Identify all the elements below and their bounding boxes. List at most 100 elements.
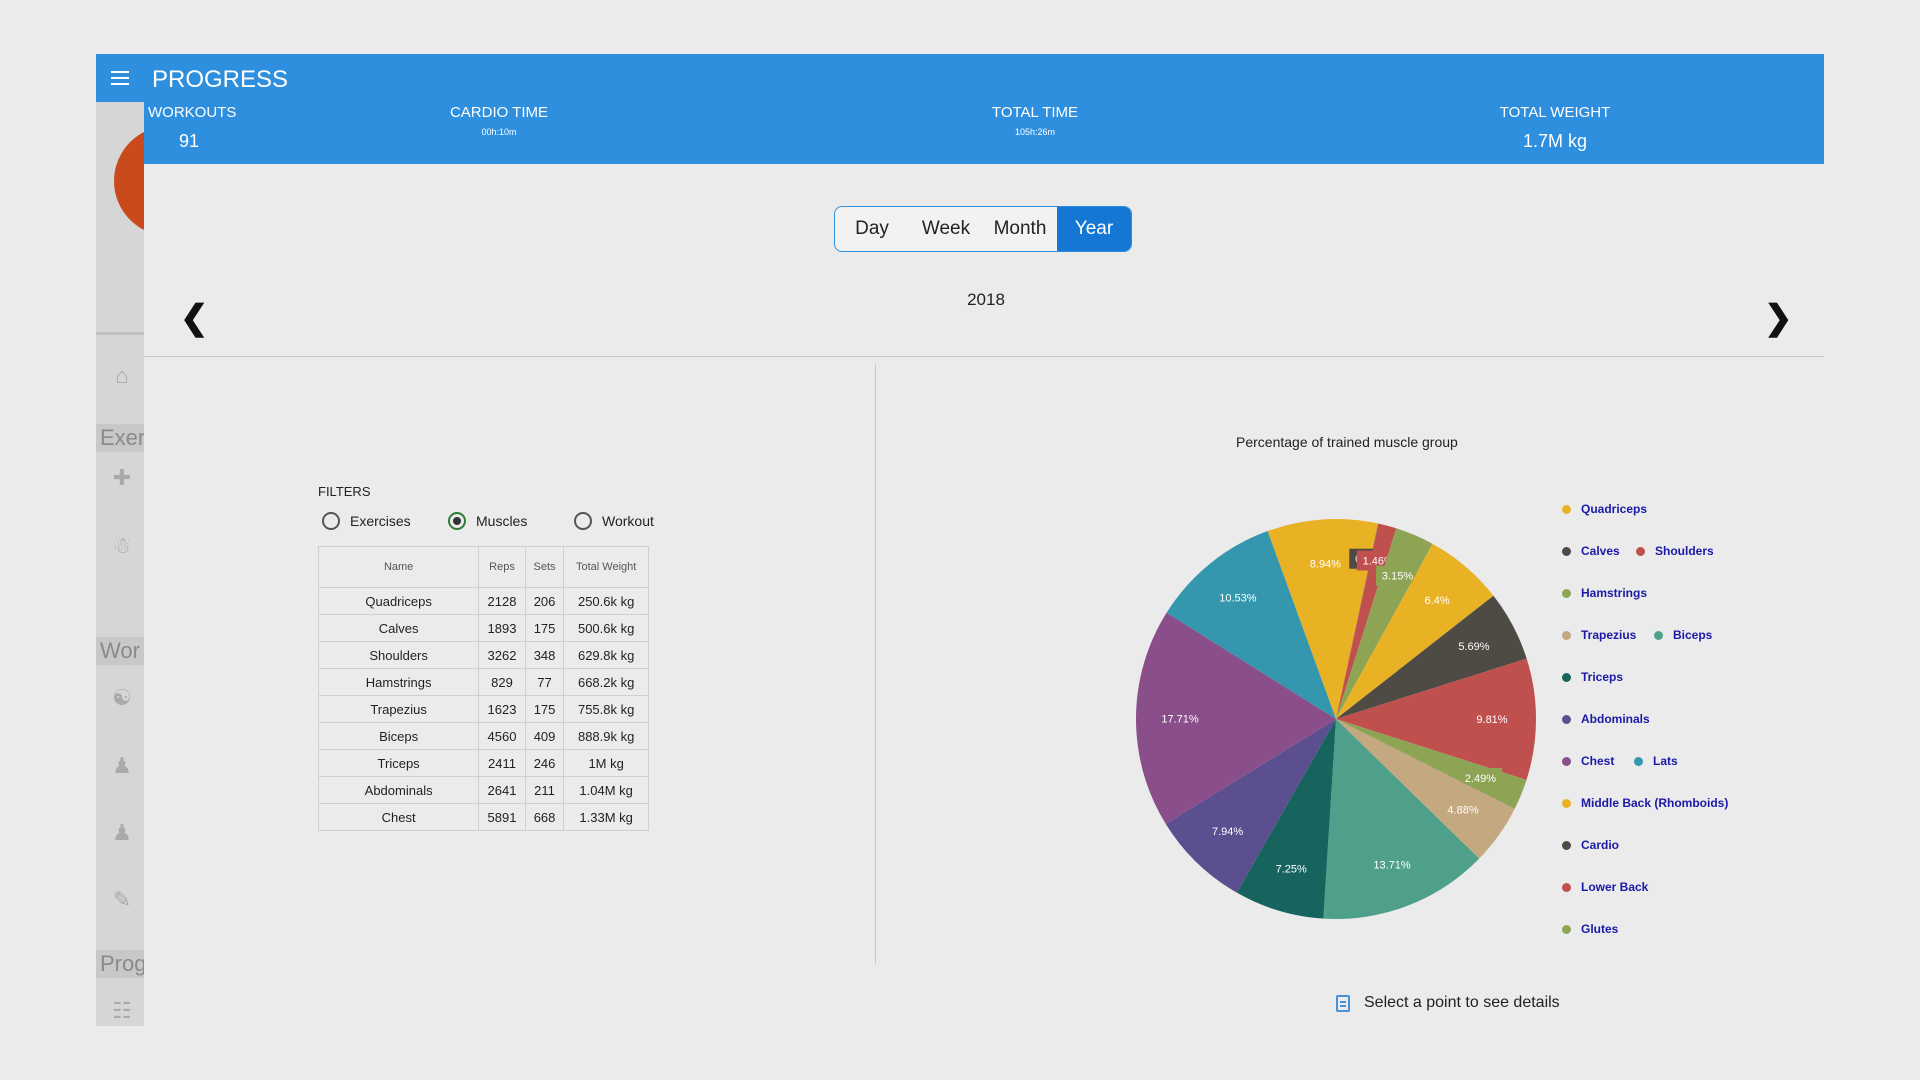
legend-item[interactable]: Glutes [1562,922,1618,936]
legend-dot [1562,630,1571,640]
previous-period-button[interactable]: ❮ [180,298,209,338]
cell-sets: 668 [524,803,565,831]
slice-label-box [1376,565,1420,586]
slice-label-box [1470,709,1514,730]
legend-label: Trapezius [1581,628,1637,642]
details-hint: Select a point to see details [1336,994,1560,1012]
legend-item[interactable]: Triceps [1562,670,1623,684]
cell-name: Chest [318,803,480,831]
pie-slice[interactable] [1336,595,1527,719]
notes-icon[interactable]: ✎ [112,887,132,912]
period-week[interactable]: Week [921,218,971,239]
legend-item[interactable]: Shoulders [1636,544,1714,558]
legend-dot [1562,924,1571,934]
cell-reps: 4560 [478,722,526,750]
table-row[interactable]: Shoulders 3262 348 629.8k kg [318,641,649,669]
exercise-figure-icon[interactable]: ☃ [112,533,132,558]
legend-item[interactable]: Biceps [1654,628,1712,642]
weightlifter-icon[interactable]: ☯ [112,685,132,710]
table-row[interactable]: Triceps 2411 246 1M kg [318,749,649,777]
filter-exercises-radio[interactable]: Exercises [322,512,411,530]
person-alt-icon[interactable]: ♟ [112,820,132,845]
home-icon[interactable]: ⌂ [115,363,129,388]
legend-item[interactable]: Trapezius [1562,628,1636,642]
cell-total-weight: 500.6k kg [563,614,649,642]
table-row[interactable]: Biceps 4560 409 888.9k kg [318,722,649,750]
divider [144,356,1824,357]
navigation-rail: ⌂ Exer ✚ ☃ Wor ☯ ♟ ♟ ✎ Prog ☷ [96,54,144,1026]
legend-dot [1562,840,1571,850]
legend-item[interactable]: Lower Back [1562,880,1648,894]
current-period-label: 2018 [967,290,1005,309]
slice-label: 9.81% [1476,714,1507,726]
table-row[interactable]: Chest 5891 668 1.33M kg [318,803,649,831]
legend-label: Lower Back [1581,880,1649,894]
avatar[interactable] [114,126,144,236]
legend-item[interactable]: Chest [1562,754,1614,768]
legend-item[interactable]: Hamstrings [1562,586,1647,600]
hint-text: Select a point to see details [1364,994,1560,1011]
table-row[interactable]: Hamstrings 829 77 668.2k kg [318,668,649,696]
filter-workout-radio[interactable]: Workout [574,512,654,530]
legend-item[interactable]: Calves [1562,544,1620,558]
clipboard-icon[interactable]: ☷ [112,998,132,1023]
cell-name: Hamstrings [318,668,480,696]
legend-dot [1636,546,1645,556]
person-icon[interactable]: ♟ [112,753,132,778]
slice-label: 17.71% [1161,713,1199,725]
pie-slice[interactable] [1267,519,1379,719]
radio-circle-selected[interactable] [448,512,466,530]
next-period-button[interactable]: ❯ [1764,298,1793,338]
legend-item[interactable]: Abdominals [1562,712,1650,726]
page-title: PROGRESS [152,66,289,93]
slice-label: 2.49% [1465,773,1496,785]
legend-item[interactable]: Cardio [1562,838,1619,852]
pie-slice[interactable] [1136,612,1336,825]
pie-slice[interactable] [1336,719,1515,859]
column-header-name[interactable]: Name [318,546,480,588]
stat-cardio-time: CARDIO TIME 00h:10m [444,104,554,137]
pie-slice[interactable] [1336,658,1536,780]
hamburger-menu-button[interactable] [96,54,144,102]
hamburger-icon [111,69,129,87]
table-row[interactable]: Abdominals 2641 211 1.04M kg [318,776,649,804]
filter-muscles-radio[interactable]: Muscles [448,512,527,530]
period-month[interactable]: Month [993,218,1047,239]
legend-item[interactable]: Lats [1634,754,1678,768]
pie-slice[interactable] [1336,523,1379,719]
pie-slice[interactable] [1166,531,1336,719]
table-row[interactable]: Quadriceps 2128 206 250.6k kg [318,587,649,615]
rail-section-progress: Prog [96,950,144,978]
legend-label: Glutes [1581,922,1619,936]
cell-sets: 348 [524,641,565,669]
slice-label-box [1441,799,1485,820]
legend-label: Shoulders [1655,544,1714,558]
legend-dot [1654,630,1663,640]
radio-circle[interactable] [322,512,340,530]
document-edit-icon [1336,994,1350,1012]
legend-item[interactable]: Quadriceps [1562,502,1647,516]
legend-label: Triceps [1581,670,1624,684]
cell-name: Trapezius [318,695,480,723]
period-day[interactable]: Day [855,218,889,239]
cell-name: Triceps [318,749,480,777]
legend-dot [1562,756,1571,766]
divider [875,364,876,964]
column-header-reps[interactable]: Reps [478,546,526,588]
column-header-sets[interactable]: Sets [524,546,565,588]
pie-slice[interactable] [1323,719,1480,919]
radio-circle[interactable] [574,512,592,530]
legend-item[interactable]: Middle Back (Rhomboids) [1562,796,1728,810]
column-header-total-weight[interactable]: Total Weight [563,546,649,588]
stat-value: 1.7M kg [1522,131,1588,151]
period-year[interactable]: Year [1057,207,1131,251]
dumbbell-icon[interactable]: ✚ [112,465,132,490]
pie-slice[interactable] [1165,719,1336,893]
slice-label: 5.69% [1458,641,1489,653]
cell-sets: 211 [524,776,565,804]
table-row[interactable]: Calves 1893 175 500.6k kg [318,614,649,642]
pie-slice[interactable] [1336,543,1494,719]
stat-workouts: WORKOUTS 91 [148,104,236,152]
pie-chart: 8.94%0.03%1.46%3.15%6.4%5.69%9.81%2.49%4… [1136,519,1536,919]
table-row[interactable]: Trapezius 1623 175 755.8k kg [318,695,649,723]
